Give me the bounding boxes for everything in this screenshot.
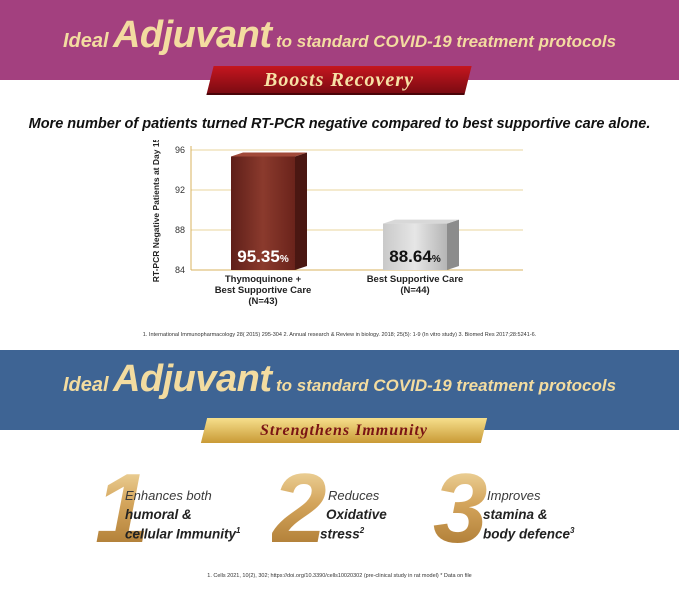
benefit-line1: Improves (487, 488, 541, 503)
benefit-line3: body defence (483, 526, 571, 542)
y-axis-label: RT-PCR Negative Patients at Day 15 (151, 140, 161, 282)
benefit-1: 1 Enhances both humoral & cellular Immun… (95, 458, 265, 568)
mid-banner (0, 350, 679, 430)
x-tick-label: Best Supportive Care (215, 285, 312, 296)
chart-subtitle: More number of patients turned RT-PCR ne… (28, 116, 651, 132)
benefit-number: 2 (272, 453, 327, 563)
benefit-line2: Oxidative (326, 507, 387, 522)
benefit-3: 3 Improves stamina & body defence3 (433, 458, 603, 568)
bar (383, 223, 447, 270)
x-tick-label: (N=44) (400, 285, 429, 296)
headline-adjuvant: Adjuvant (112, 14, 272, 56)
mid-headline-ideal: Ideal (62, 374, 109, 396)
data-label: 95.35% (237, 247, 289, 266)
benefit-ref: 2 (359, 526, 365, 535)
benefit-text: Reduces Oxidative stress2 (320, 488, 387, 542)
benefit-text: Improves stamina & body defence3 (483, 488, 574, 542)
y-tick-label: 88 (175, 225, 185, 235)
headline-ideal: Ideal (62, 30, 109, 52)
mid-headline: Ideal Adjuvant to standard COVID-19 trea… (0, 358, 679, 401)
references-bottom: 1. Cells 2021, 10(2), 302; https://doi.o… (207, 573, 472, 579)
benefit-number: 3 (433, 453, 488, 563)
benefit-line1: Reduces (328, 488, 380, 503)
benefit-text: Enhances both humoral & cellular Immunit… (125, 488, 241, 542)
headline-tail: to standard COVID-19 treatment protocols (275, 32, 617, 51)
bar-side (295, 152, 307, 270)
y-tick-label: 92 (175, 185, 185, 195)
top-headline: Ideal Adjuvant to standard COVID-19 trea… (0, 14, 679, 57)
benefit-number: 1 (95, 453, 150, 563)
benefit-ref: 1 (236, 526, 241, 535)
mid-headline-tail: to standard COVID-19 treatment protocols (275, 376, 617, 395)
bar-side (447, 219, 459, 270)
mid-headline-adjuvant: Adjuvant (112, 358, 272, 400)
data-label: 88.64% (389, 247, 441, 266)
benefit-ref: 3 (570, 526, 575, 535)
strengthens-immunity-label: Strengthens Immunity (259, 422, 429, 439)
x-tick-label: (N=43) (248, 296, 277, 307)
benefit-line3: stress (320, 526, 360, 542)
x-tick-label: Best Supportive Care (367, 274, 464, 285)
benefit-line2: humoral & (125, 507, 192, 522)
benefit-line3: cellular Immunity (125, 526, 237, 542)
bar (231, 156, 295, 270)
benefit-2: 2 Reduces Oxidative stress2 (272, 458, 422, 568)
boosts-recovery-label: Boosts Recovery (264, 69, 414, 91)
bar-chart: 84 88 92 96 RT-PCR Negative Patients at Day … (151, 140, 523, 307)
bar-top (231, 152, 307, 157)
y-tick-label: 96 (175, 145, 185, 155)
benefit-line2: stamina & (483, 507, 548, 522)
benefit-line1: Enhances both (125, 488, 212, 503)
bar-top (383, 219, 459, 224)
x-tick-label: Thymoquinone + (225, 274, 302, 285)
references-top: 1. International Immunopharmacology 28( … (142, 332, 537, 338)
y-tick-label: 84 (175, 265, 185, 275)
